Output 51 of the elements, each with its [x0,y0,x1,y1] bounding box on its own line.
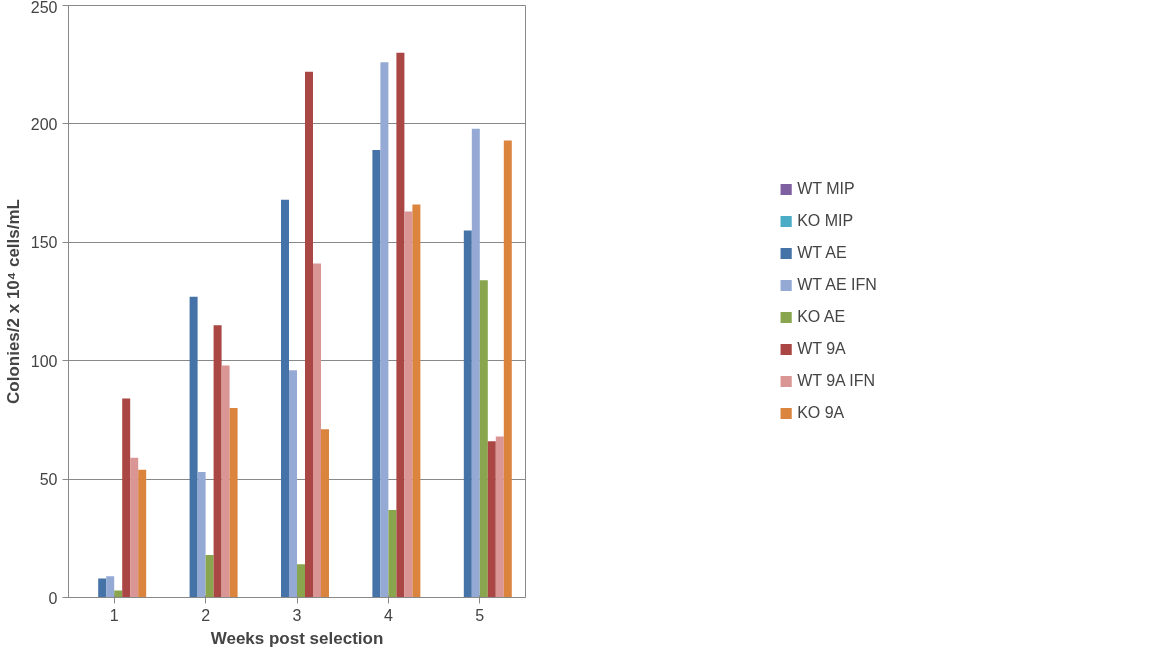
legend-label: WT 9A [797,340,846,358]
legend-label: KO AE [797,308,846,326]
bar [229,408,238,598]
x-tick-label: 3 [292,606,302,624]
bar [388,509,397,598]
bar [130,457,139,598]
y-tick-label: 250 [30,0,58,16]
bar [404,211,413,598]
bar [380,62,389,598]
bar [205,554,214,598]
bar [396,52,405,598]
bar [138,469,147,598]
bar [297,564,305,598]
legend-label: WT 9A IFN [797,372,876,390]
y-tick-label: 50 [39,471,58,489]
y-tick-label: 0 [48,589,58,607]
bar [213,325,222,598]
bar [289,370,297,598]
legend-label: WT AE [797,244,847,262]
bar [281,199,289,598]
x-tick-label: 1 [109,606,119,624]
y-tick-label: 200 [30,115,58,133]
x-tick-label: 4 [383,606,393,624]
legend-label: KO MIP [797,212,854,230]
bar [503,140,512,598]
bar [98,578,107,598]
bar [495,436,504,598]
y-tick-label: 100 [30,352,58,370]
x-axis-title: Weeks post selection [210,628,384,648]
bar [463,230,472,598]
bar [372,149,381,598]
bar [189,296,198,598]
legend-label: WT AE IFN [797,276,877,294]
bar [197,472,206,598]
bar [122,398,131,598]
bar [221,365,230,598]
bar [106,576,115,598]
bar [479,280,488,598]
legend-label: WT MIP [797,180,855,198]
y-axis-title: Colonies/2 x 10⁴ cells/mL [3,199,23,404]
bar [312,263,321,598]
x-tick-label: 5 [475,606,485,624]
y-tick-label: 150 [30,234,58,252]
x-tick-label: 2 [201,606,211,624]
bar [305,71,313,598]
bar [412,204,421,598]
bar [114,590,123,598]
bar [487,441,496,598]
bar [320,429,329,598]
legend-label: KO 9A [797,404,845,422]
bar [471,128,480,598]
